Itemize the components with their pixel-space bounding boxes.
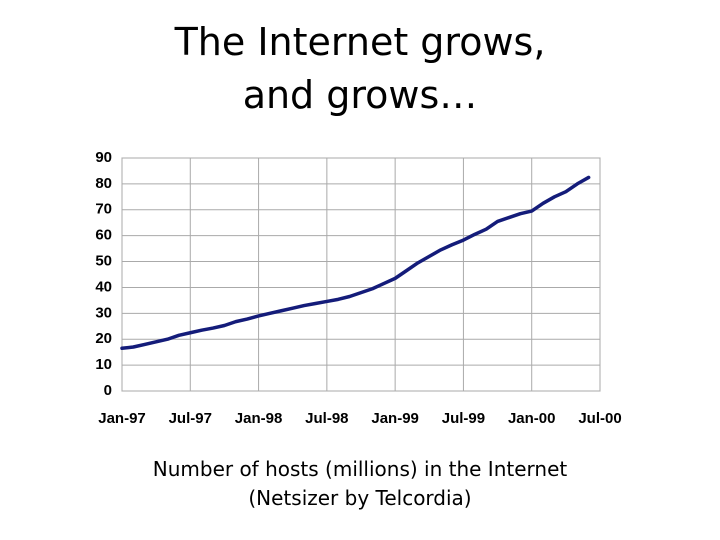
y-tick-label: 10 bbox=[95, 356, 112, 373]
y-tick-label: 80 bbox=[95, 175, 112, 192]
y-tick-label: 70 bbox=[95, 201, 112, 218]
y-tick-label: 50 bbox=[95, 253, 112, 270]
y-tick-label: 60 bbox=[95, 227, 112, 244]
x-tick-label: Jul-97 bbox=[169, 410, 212, 427]
data-line bbox=[120, 175, 591, 351]
x-tick-label: Jul-98 bbox=[305, 410, 348, 427]
x-tick-label: Jul-99 bbox=[442, 410, 485, 427]
y-tick-label: 0 bbox=[104, 382, 112, 399]
y-tick-label: 40 bbox=[95, 278, 112, 295]
caption-line: (Netsizer by Telcordia) bbox=[248, 486, 471, 510]
x-tick-label: Jan-00 bbox=[508, 410, 556, 427]
title-line: The Internet grows, bbox=[174, 20, 546, 64]
plot-area bbox=[121, 157, 601, 392]
x-tick-label: Jan-99 bbox=[371, 410, 419, 427]
x-tick-label: Jan-98 bbox=[235, 410, 283, 427]
caption-line: Number of hosts (millions) in the Intern… bbox=[153, 457, 568, 481]
y-tick-label: 90 bbox=[95, 149, 112, 166]
x-tick-label: Jan-97 bbox=[98, 410, 146, 427]
title-line: and grows… bbox=[243, 73, 478, 117]
y-tick-label: 20 bbox=[95, 330, 112, 347]
x-tick-label: Jul-00 bbox=[578, 410, 621, 427]
y-tick-label: 30 bbox=[95, 304, 112, 321]
